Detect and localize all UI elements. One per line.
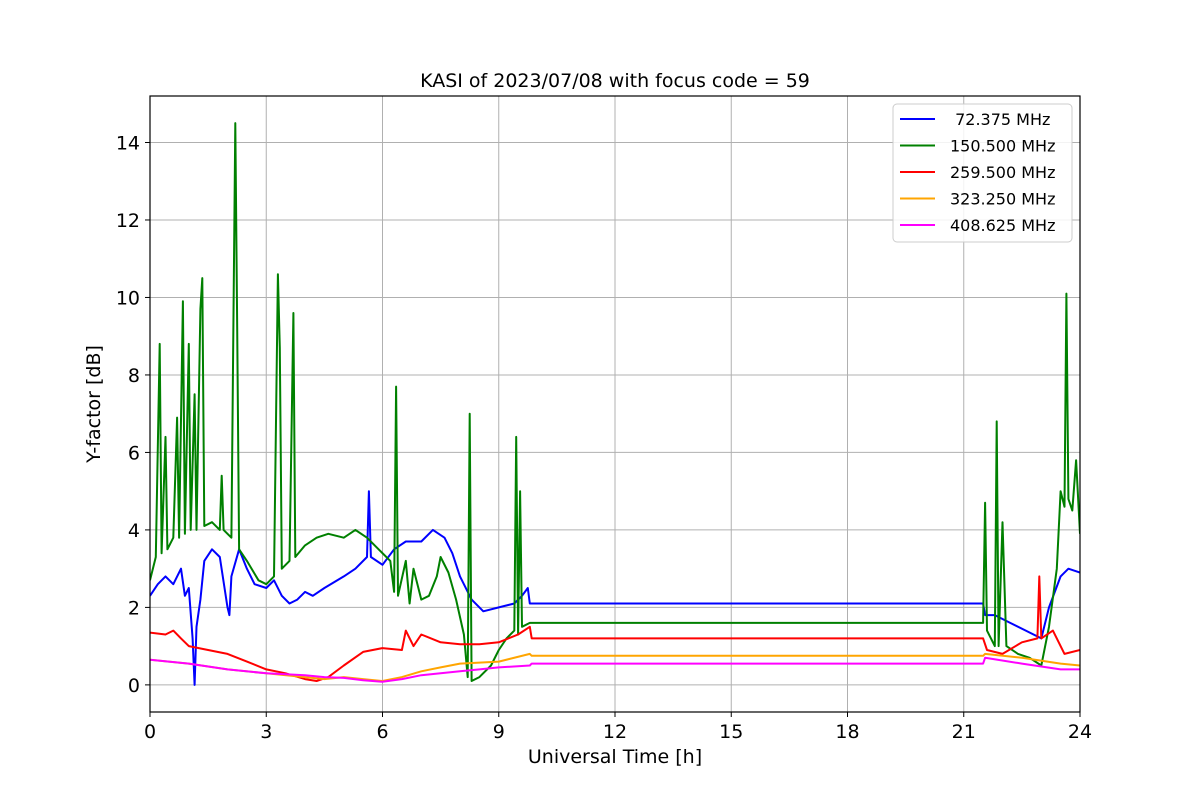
y-tick-label: 12: [116, 210, 140, 232]
legend: 72.375 MHz 150.500 MHz 259.500 MHz 323.250 …: [892, 103, 1073, 243]
x-tick-label: 3: [260, 721, 272, 743]
chart-title: KASI of 2023/07/08 with focus code = 59: [420, 70, 810, 92]
y-axis-label: Y-factor [dB]: [83, 345, 105, 464]
x-axis-label: Universal Time [h]: [528, 746, 702, 768]
legend-label: 323.250 MHz: [950, 190, 1055, 209]
x-tick-label: 15: [719, 721, 743, 743]
x-tick-label: 21: [952, 721, 976, 743]
y-tick-label: 2: [128, 597, 140, 619]
x-tick-label: 6: [376, 721, 388, 743]
legend-label: 259.500 MHz: [950, 163, 1055, 182]
x-tick-label: 0: [144, 721, 156, 743]
y-tick-label: 4: [128, 520, 140, 542]
y-tick-label: 0: [128, 675, 140, 697]
series-line-4: [150, 656, 1080, 683]
series-line-0: [150, 490, 1080, 686]
y-tick-label: 10: [116, 287, 140, 309]
y-tick-label: 8: [128, 365, 140, 387]
y-tick-label: 14: [116, 132, 140, 154]
x-tick-label: 24: [1068, 721, 1092, 743]
legend-label: 150.500 MHz: [950, 137, 1055, 156]
series-lines: [150, 122, 1080, 686]
legend-box: [892, 103, 1073, 243]
legend-label: 72.375 MHz: [950, 110, 1050, 129]
y-tick-label: 6: [128, 442, 140, 464]
x-tick-label: 9: [493, 721, 505, 743]
series-line-2: [150, 575, 1080, 682]
x-tick-label: 18: [835, 721, 859, 743]
legend-label: 408.625 MHz: [950, 216, 1055, 235]
series-line-1: [150, 122, 1080, 682]
x-tick-label: 12: [603, 721, 627, 743]
